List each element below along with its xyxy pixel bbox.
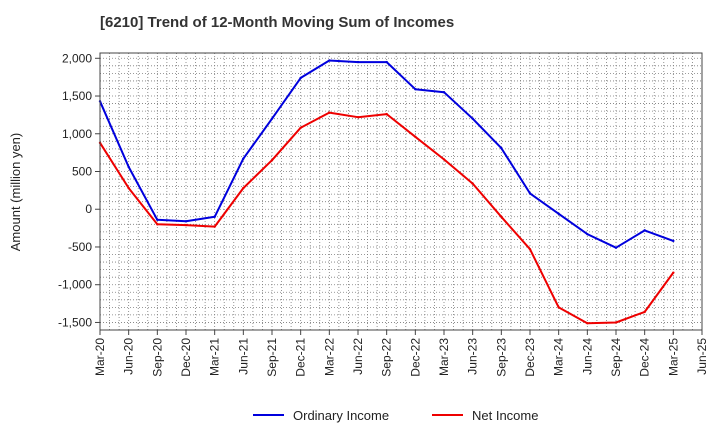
net-income-point [242, 186, 245, 190]
ordinary-income-point [643, 229, 646, 232]
chart-title: [6210] Trend of 12-Month Moving Sum of I… [100, 14, 455, 31]
net-income-point [614, 321, 618, 324]
x-tick-label: Jun-21 [236, 338, 250, 375]
ordinary-income-point [270, 117, 274, 120]
ordinary-income-point [500, 146, 503, 150]
net-income-point [184, 223, 188, 227]
x-tick-label: Sep-23 [494, 338, 508, 377]
ordinary-income-point [586, 232, 589, 236]
net-income-point [356, 115, 360, 119]
ordinary-income-point [442, 91, 446, 94]
ordinary-income-point [672, 239, 675, 243]
y-tick-label: 500 [72, 164, 92, 178]
ordinary-income-point [385, 60, 388, 64]
series-lines [98, 59, 675, 325]
plot-background [100, 53, 702, 330]
net-income-point [471, 182, 474, 185]
x-tick-label: Mar-20 [93, 338, 107, 376]
net-income-point [299, 126, 302, 129]
net-income-point [442, 158, 446, 161]
ordinary-income-point [156, 218, 159, 222]
net-income-point [643, 310, 646, 314]
x-tick-label: Mar-22 [322, 338, 336, 376]
y-axis-title: Amount (million yen) [8, 133, 23, 252]
x-tick-label: Mar-25 [666, 338, 680, 376]
y-tick-label: 2,000 [62, 51, 92, 65]
ordinary-income-point [471, 117, 474, 120]
x-tick-label: Dec-22 [408, 338, 422, 377]
ordinary-income-point [614, 246, 618, 249]
ordinary-income-point [557, 212, 560, 215]
x-tick-label: Jun-25 [695, 338, 709, 375]
x-tick-label: Mar-21 [208, 338, 222, 376]
net-income-point [414, 135, 417, 138]
x-tick-label: Sep-24 [609, 338, 623, 377]
net-income-point [528, 248, 532, 251]
net-income-point [557, 306, 560, 309]
legend-label-net-income: Net Income [472, 408, 538, 423]
net-income-point [586, 322, 589, 325]
ordinary-income-point [127, 165, 130, 169]
x-tick-label: Jun-22 [351, 338, 365, 375]
legend: Ordinary Income Net Income [253, 408, 538, 423]
x-tick-label: Mar-24 [552, 338, 566, 376]
ordinary-income-point [242, 157, 245, 160]
net-income-point [500, 215, 503, 218]
x-tick-label: Sep-22 [380, 338, 394, 377]
net-income-point [156, 223, 159, 226]
x-tick-label: Sep-20 [150, 338, 164, 377]
x-tick-label: Dec-23 [523, 338, 537, 377]
x-tick-label: Dec-20 [179, 338, 193, 377]
x-tick-label: Sep-21 [265, 338, 279, 377]
x-tick-label: Jun-20 [122, 338, 136, 375]
net-income-point [672, 271, 675, 274]
legend-label-ordinary-income: Ordinary Income [293, 408, 389, 423]
net-income-point [270, 158, 274, 162]
y-tick-label: -1,000 [58, 278, 92, 292]
x-tick-label: Dec-24 [638, 338, 652, 377]
x-tick-label: Dec-21 [294, 338, 308, 377]
net-income-point [127, 186, 130, 190]
ordinary-income-point [328, 59, 331, 62]
axes: 2,0001,5001,0005000-500-1,000-1,500Mar-2… [58, 51, 709, 376]
plot-border [99, 52, 703, 331]
ordinary-income-point [414, 88, 417, 91]
plot-area [100, 53, 702, 330]
net-income-point [385, 112, 388, 116]
y-tick-label: -1,500 [58, 315, 92, 329]
ordinary-income-point [528, 192, 532, 195]
ordinary-income-point [184, 220, 188, 223]
ordinary-income-point [213, 215, 216, 218]
y-tick-label: -500 [68, 240, 92, 254]
ordinary-income-point [299, 76, 302, 80]
net-income-point [328, 111, 331, 114]
y-tick-label: 0 [85, 202, 92, 216]
x-tick-label: Jun-24 [580, 338, 594, 375]
y-tick-label: 1,500 [62, 89, 92, 103]
y-tick-label: 1,000 [62, 127, 92, 141]
x-tick-label: Mar-23 [437, 338, 451, 376]
net-income-point [213, 225, 216, 228]
ordinary-income-point [356, 60, 360, 64]
x-tick-label: Jun-23 [466, 338, 480, 375]
